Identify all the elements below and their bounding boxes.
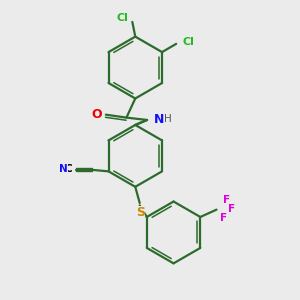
Text: O: O: [92, 108, 102, 121]
Text: S: S: [136, 206, 145, 219]
Text: C: C: [65, 164, 73, 174]
Text: N: N: [59, 164, 68, 174]
Text: F: F: [223, 195, 230, 205]
Text: F: F: [220, 214, 227, 224]
Text: N: N: [154, 112, 164, 126]
Text: F: F: [228, 204, 235, 214]
Text: Cl: Cl: [183, 38, 194, 47]
Text: Cl: Cl: [116, 14, 128, 23]
Text: H: H: [164, 114, 172, 124]
